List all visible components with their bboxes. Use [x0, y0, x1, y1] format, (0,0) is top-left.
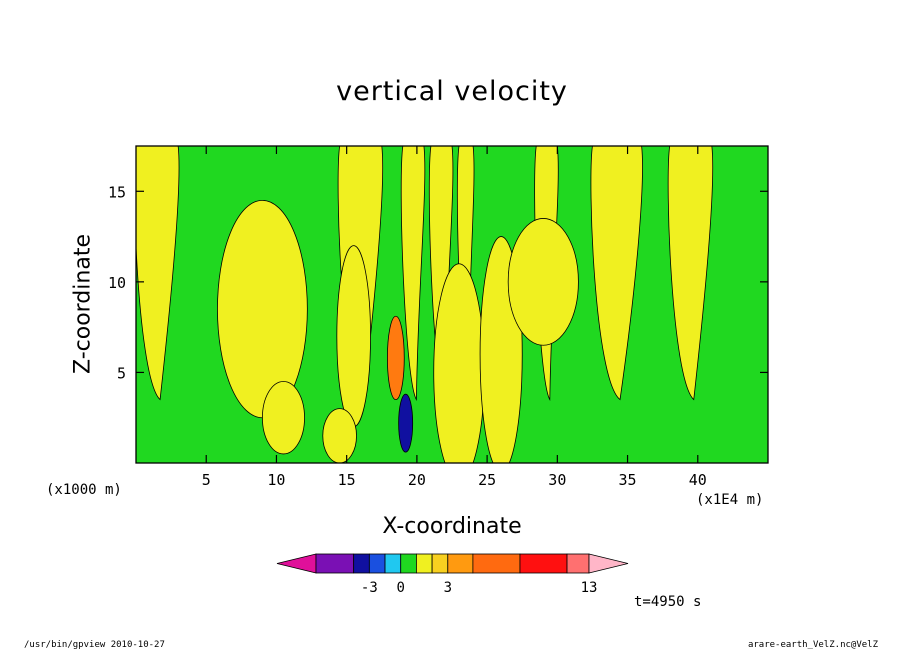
colorbar-label-3: 13	[581, 580, 598, 596]
colorbar-swatch-3	[384, 553, 402, 574]
colorbar-swatch-10	[566, 553, 590, 574]
contour-blob-2	[336, 245, 371, 428]
axes: 5 10 15 20 25 30 35 40 5 10 15	[108, 146, 768, 489]
colorbar-swatch-5	[416, 553, 433, 574]
colorbar: -3 0 3 13	[276, 553, 629, 596]
x-unit-left: (x1000 m)	[46, 482, 122, 498]
colorbar-label-2: 3	[444, 580, 452, 596]
x-tick-label-3: 20	[408, 471, 426, 489]
y-tick-label-1: 10	[108, 274, 126, 292]
contour-blob-0	[217, 199, 308, 419]
x-tick-label-1: 10	[267, 471, 285, 489]
plot-frame	[135, 145, 769, 464]
x-tick-label-6: 35	[619, 471, 637, 489]
footer-left: /usr/bin/gpview 2010-10-27	[24, 640, 165, 650]
time-label: t=4950 s	[634, 594, 702, 610]
contour-blob-6	[507, 218, 579, 346]
x-unit-right: (x1E4 m)	[696, 492, 764, 508]
contour-band-2	[400, 146, 426, 402]
contour-band-7	[667, 146, 714, 401]
colorbar-swatch-7	[447, 553, 474, 574]
colorbar-arrow-low	[276, 553, 317, 574]
x-tick-label-0: 5	[202, 471, 211, 489]
chart-title: vertical velocity	[336, 76, 568, 107]
y-tick-label-2: 15	[108, 183, 126, 201]
contour-blob-4	[433, 263, 485, 463]
plot-area	[136, 146, 768, 463]
contour-blob-7	[386, 315, 405, 401]
colorbar-swatch-1	[353, 553, 370, 574]
colorbar-swatch-4	[400, 553, 417, 574]
colorbar-label-1: 0	[397, 580, 405, 596]
colorbar-label-0: -3	[361, 580, 378, 596]
contour-blob-3	[322, 408, 357, 463]
y-axis-label: Z-coordinate	[70, 234, 96, 374]
y-tick-label-0: 5	[117, 364, 126, 382]
colorbar-swatch-8	[472, 553, 521, 574]
colorbar-arrow-high	[588, 553, 629, 574]
contour-band-0	[136, 146, 180, 401]
footer-right: arare-earth_VelZ.nc@VelZ	[747, 640, 878, 650]
contour-band-6	[590, 146, 643, 401]
contour-blob-1	[262, 381, 305, 455]
x-tick-label-5: 30	[548, 471, 566, 489]
colorbar-swatch-2	[368, 553, 386, 574]
colorbar-swatch-6	[431, 553, 449, 574]
x-tick-label-7: 40	[689, 471, 707, 489]
colorbar-swatch-0	[315, 553, 355, 574]
contour-blob-8	[398, 393, 414, 453]
x-tick-label-4: 25	[478, 471, 496, 489]
colorbar-swatch-9	[519, 553, 568, 574]
x-axis-label: X-coordinate	[382, 514, 522, 539]
x-tick-label-2: 15	[338, 471, 356, 489]
